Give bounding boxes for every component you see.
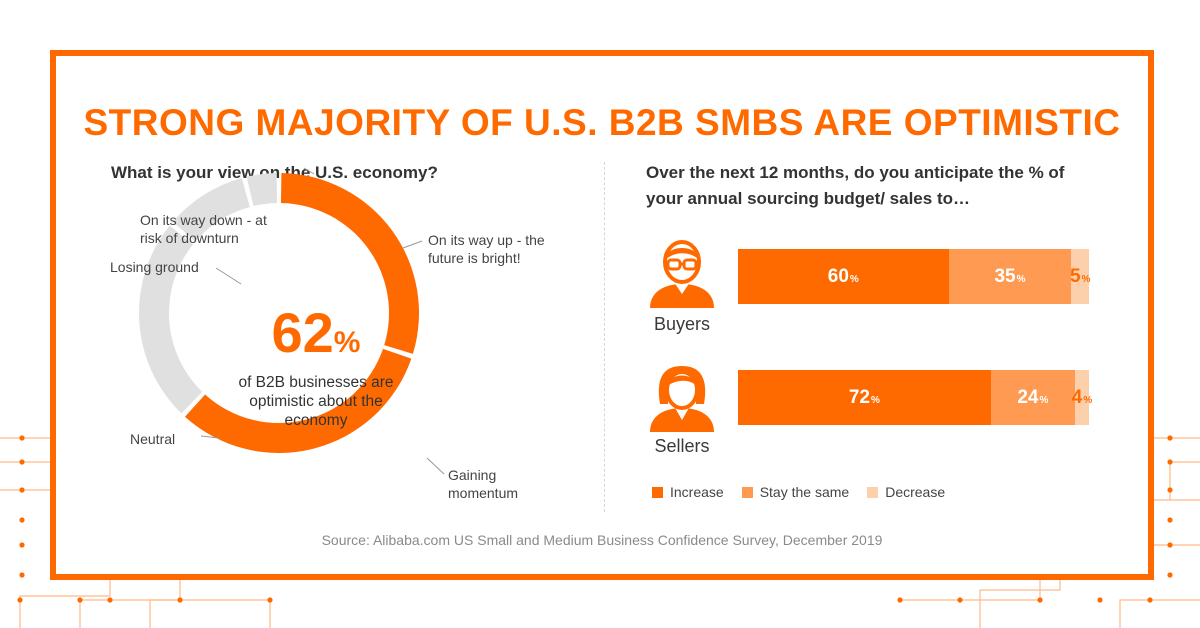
optimistic-percentage: 62% (196, 303, 436, 373)
circuit-dot (19, 435, 25, 441)
buyers-stay-value: 35 (994, 265, 1016, 287)
legend-decrease: Decrease (867, 484, 945, 500)
buyers-decrease-value: 5 (1069, 265, 1081, 287)
circuit-dot (17, 597, 23, 603)
circuit-line (979, 575, 1061, 628)
slice-gaining-momentum (184, 348, 412, 454)
legend-decrease-swatch (867, 486, 879, 498)
sellers-bar: 72% 24% 4% (738, 370, 1093, 425)
legend-stay: Stay the same (741, 484, 850, 500)
circuit-line (79, 575, 181, 628)
buyers-stay-unit: % (1016, 273, 1026, 285)
slice-losing-ground (172, 178, 250, 242)
circuit-dot (1167, 572, 1173, 578)
circuit-dot (19, 487, 25, 493)
buyers-increase-segment: 60% (738, 249, 949, 304)
sellers-increase-unit: % (870, 394, 880, 406)
circuit-dot (19, 542, 25, 548)
circuit-dot (1167, 487, 1173, 493)
label-way-down: On its way down - at risk of downturn (140, 212, 267, 246)
circuit-dot (1037, 597, 1043, 603)
sellers-increase-value: 72 (848, 386, 870, 408)
divider (604, 162, 605, 512)
budget-question: Over the next 12 months, do you anticipa… (646, 163, 1065, 208)
label-way-up: On its way up - the future is bright! (428, 232, 545, 266)
buyers-stay-segment: 35% (948, 249, 1072, 304)
leader-down (303, 167, 315, 175)
buyers-increase-value: 60 (827, 265, 849, 287)
circuit-dot (1167, 542, 1173, 548)
leader-gaining (426, 457, 445, 475)
circuit-dot (177, 597, 183, 603)
circuit-dot (1167, 517, 1173, 523)
sellers-decrease-segment: 4% (1071, 370, 1093, 425)
legend-increase: Increase (652, 484, 724, 500)
leader-losing (215, 267, 242, 285)
circuit-line (1119, 599, 1200, 628)
sellers-stay-segment: 24% (990, 370, 1075, 425)
circuit-dot (19, 572, 25, 578)
circuit-dot (1167, 435, 1173, 441)
label-neutral: Neutral (130, 431, 176, 447)
sellers-decrease-value: 4 (1071, 386, 1083, 408)
slice-way-up (280, 173, 419, 354)
buyers-label: Buyers (653, 314, 711, 334)
sellers-label: Sellers (654, 436, 710, 456)
slice-neutral (139, 225, 203, 414)
circuit-dot (957, 597, 963, 603)
circuit-dot (1147, 597, 1153, 603)
buyers-decrease-unit: % (1081, 273, 1091, 285)
circuit-dot (1167, 459, 1173, 465)
circuit-dot (19, 459, 25, 465)
sellers-stay-value: 24 (1017, 386, 1039, 408)
sellers-increase-segment: 72% (738, 370, 991, 425)
legend-increase-swatch (652, 486, 663, 498)
legend-increase-label: Increase (670, 484, 724, 500)
optimistic-caption: of B2B businesses are optimistic about t… (238, 374, 394, 429)
circuit-line (1169, 461, 1200, 500)
leader-neutral (200, 435, 220, 439)
circuit-line (149, 599, 271, 628)
source-note: Source: Alibaba.com US Small and Medium … (321, 532, 883, 548)
seller-icon (650, 366, 714, 432)
infographic-frame: STRONG MAJORITY OF U.S. B2B SMBS ARE OPT… (50, 50, 1154, 580)
buyers-increase-unit: % (849, 273, 859, 285)
legend-stay-label: Stay the same (759, 484, 850, 500)
buyers-bar: 60% 35% 5% (738, 249, 1091, 304)
legend-decrease-label: Decrease (885, 484, 946, 500)
circuit-line (19, 575, 111, 628)
sellers-stay-unit: % (1039, 394, 1049, 406)
optimistic-unit: % (333, 326, 361, 359)
economy-question: What is your view on the U.S. economy? (111, 163, 438, 182)
circuit-dot (19, 517, 25, 523)
circuit-dot (107, 597, 113, 603)
buyers-decrease-segment: 5% (1069, 249, 1091, 304)
label-losing-ground: Losing ground (110, 259, 199, 275)
circuit-dot (897, 597, 903, 603)
circuit-dot (267, 597, 273, 603)
leader-way-up (402, 240, 423, 249)
legend-stay-swatch (741, 486, 753, 498)
buyer-icon (650, 240, 714, 308)
optimistic-value: 62 (271, 301, 334, 364)
label-gaining-momentum: Gaining momentum (448, 467, 519, 501)
page-title: STRONG MAJORITY OF U.S. B2B SMBS ARE OPT… (83, 102, 1121, 143)
circuit-dot (77, 597, 83, 603)
bar-legend: Increase Stay the same Decrease (652, 484, 945, 500)
economy-donut-chart (139, 167, 445, 475)
sellers-decrease-unit: % (1083, 394, 1093, 406)
circuit-dot (1097, 597, 1103, 603)
slice-way-down (246, 173, 278, 206)
